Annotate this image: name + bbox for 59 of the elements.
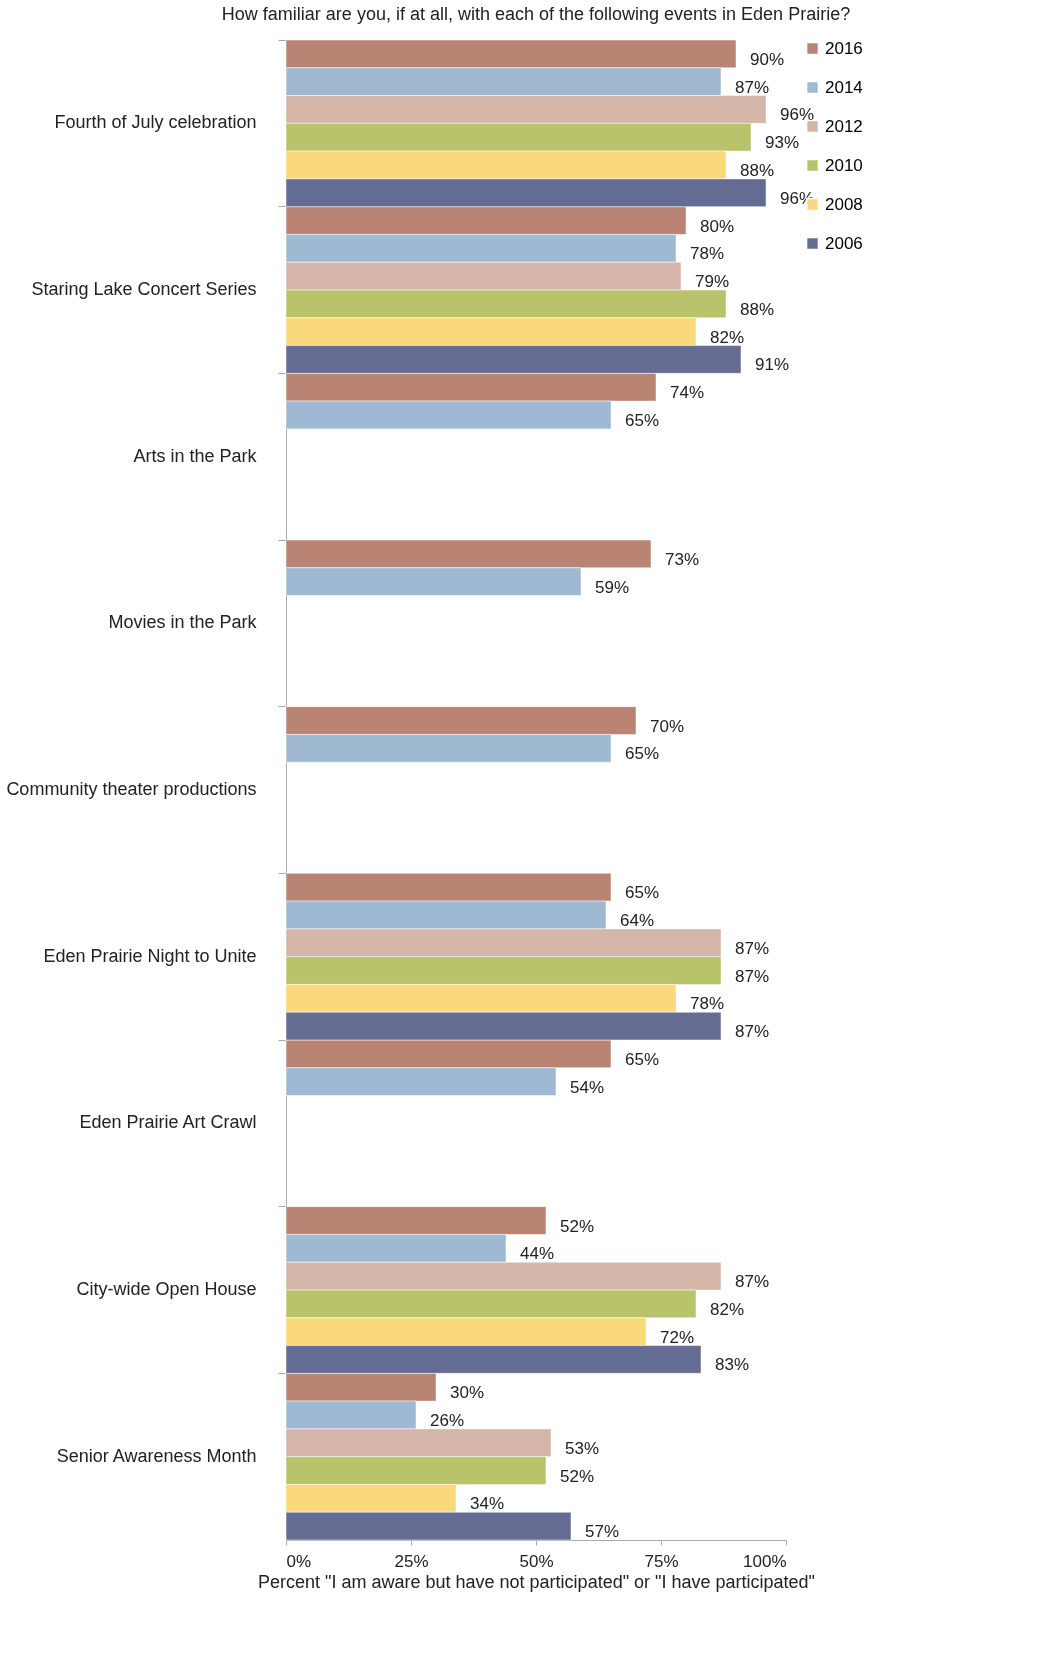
data-label: 78% [690, 244, 725, 264]
data-label: 87% [735, 77, 770, 97]
y-tick-label: Staring Lake Concert Series [31, 279, 257, 299]
x-axis-title: Percent "I am aware but have not participated" or "I have participated" [258, 1571, 815, 1592]
data-label: 87% [735, 1272, 770, 1292]
data-label: 93% [765, 133, 800, 153]
x-tick-label: 25% [394, 1551, 429, 1571]
data-label: 53% [565, 1438, 600, 1458]
legend-label: 2012 [825, 116, 863, 136]
data-label: 65% [625, 744, 660, 764]
data-label: 78% [690, 994, 725, 1014]
data-label: 90% [750, 49, 785, 69]
data-label: 57% [585, 1522, 620, 1542]
data-label: 52% [560, 1466, 595, 1486]
x-tick-label: 50% [519, 1551, 554, 1571]
x-tick-label: 0% [286, 1551, 312, 1571]
data-label: 44% [520, 1244, 555, 1264]
data-label: 65% [625, 411, 660, 430]
y-tick-label: Eden Prairie Night to Unite [43, 945, 257, 966]
data-label: 30% [450, 1383, 485, 1403]
y-tick-label: Community theater productions [6, 779, 257, 799]
data-label: 74% [670, 383, 705, 403]
data-label: 72% [660, 1327, 695, 1347]
y-tick-label: Eden Prairie Art Crawl [79, 1112, 257, 1133]
data-label: 80% [700, 216, 735, 236]
data-label: 79% [695, 272, 730, 292]
y-tick-label: Fourth of July celebration [54, 112, 257, 133]
data-label: 26% [430, 1411, 465, 1430]
chart-title: How familiar are you, if at all, with each of the following events in Eden Prairie? [221, 3, 851, 24]
data-label: 65% [625, 1049, 660, 1069]
data-label: 59% [595, 577, 630, 597]
data-label: 91% [755, 355, 790, 375]
data-label: 83% [715, 1355, 750, 1375]
legend-label: 2008 [825, 194, 863, 214]
data-label: 54% [570, 1077, 605, 1097]
data-label: 52% [560, 1216, 595, 1236]
legend-label: 2006 [825, 233, 863, 253]
data-label: 88% [740, 299, 775, 319]
data-label: 65% [625, 883, 660, 903]
legend-label: 2016 [825, 38, 863, 58]
legend-label: 2010 [825, 155, 863, 175]
y-tick-label: Movies in the Park [108, 612, 258, 633]
data-label: 96% [780, 105, 815, 125]
data-label: 73% [665, 549, 700, 569]
data-label: 34% [470, 1494, 505, 1514]
y-tick-label: City-wide Open House [76, 1279, 257, 1299]
legend-label: 2014 [825, 77, 863, 97]
data-label: 87% [735, 1022, 770, 1042]
x-tick-label: 75% [644, 1551, 679, 1571]
data-label: 64% [620, 911, 655, 930]
data-label: 88% [740, 161, 775, 180]
y-tick-label: Arts in the Park [133, 445, 258, 466]
data-label: 70% [650, 716, 685, 736]
data-label: 82% [710, 1299, 745, 1319]
x-tick-label: 100% [743, 1551, 787, 1571]
data-label: 87% [735, 966, 770, 986]
data-label: 82% [710, 327, 745, 347]
y-tick-label: Senior Awareness Month [56, 1445, 257, 1466]
data-label: 87% [735, 938, 770, 958]
